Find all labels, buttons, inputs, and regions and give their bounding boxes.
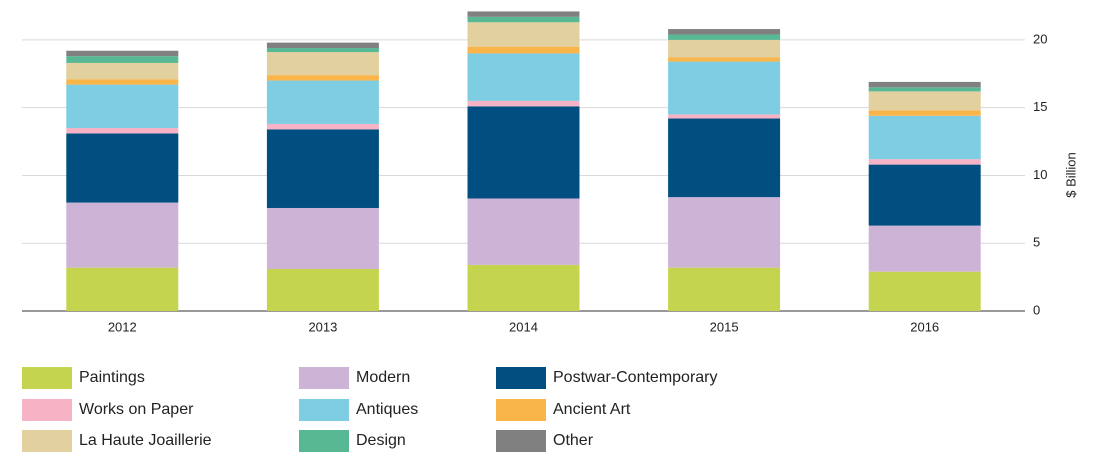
bar-segment	[266, 52, 379, 76]
bar-segment	[467, 16, 580, 23]
bar-segment	[467, 46, 580, 54]
bar-segment	[668, 39, 781, 58]
bar-segment	[868, 81, 981, 88]
bar-segment	[868, 164, 981, 226]
y-tick-label: 0	[1033, 302, 1040, 317]
legend-swatch	[496, 367, 546, 389]
legend-label: La Haute Joaillerie	[79, 432, 212, 449]
bar-segment	[66, 56, 179, 63]
bar-segment	[467, 22, 580, 47]
bar-segment	[868, 159, 981, 165]
bar-segment	[66, 128, 179, 134]
legend-swatch	[299, 367, 349, 389]
x-tick-label: 2016	[910, 319, 939, 334]
legend-label: Design	[356, 432, 406, 449]
bar-segment	[868, 110, 981, 116]
x-tick-label: 2012	[108, 319, 137, 334]
legend-swatch	[299, 430, 349, 452]
bar-segment	[467, 106, 580, 199]
legend-swatch	[496, 399, 546, 421]
y-tick-label: 5	[1033, 235, 1040, 250]
legend-label: Antiques	[356, 401, 418, 418]
bar-segment	[66, 267, 179, 311]
bar-segment	[467, 198, 580, 265]
y-axis-label: $ Billion	[1063, 152, 1078, 198]
legend-label: Works on Paper	[79, 401, 194, 418]
legend-label: Ancient Art	[553, 401, 631, 418]
bar-segment	[668, 57, 781, 62]
legend-swatch	[496, 430, 546, 452]
bar-segment	[467, 11, 580, 17]
bar-segment	[66, 84, 179, 128]
y-tick-label: 15	[1033, 99, 1047, 114]
bar-segment	[868, 87, 981, 92]
bar-segment	[66, 62, 179, 80]
bar-segment	[467, 100, 580, 107]
y-tick-label: 10	[1033, 167, 1047, 182]
bar-segment	[868, 91, 981, 111]
bar-segment	[266, 42, 379, 49]
bar-segment	[668, 34, 781, 40]
bar-segment	[668, 118, 781, 198]
bar-segment	[868, 115, 981, 160]
bar-segment	[66, 79, 179, 85]
bar-segment	[668, 29, 781, 35]
bar-segment	[266, 123, 379, 130]
bar-segment	[266, 48, 379, 53]
bar-segment	[266, 80, 379, 124]
x-tick-label: 2013	[308, 319, 337, 334]
bar-segment	[668, 267, 781, 311]
legend-swatch	[22, 399, 72, 421]
legend-swatch	[22, 367, 72, 389]
bar-segment	[266, 268, 379, 311]
bar-segment	[668, 114, 781, 119]
bar-segment	[66, 50, 179, 57]
bar-segment	[266, 207, 379, 269]
bar-segment	[266, 129, 379, 208]
legend-label: Paintings	[79, 369, 145, 386]
bar-segment	[66, 202, 179, 268]
legend-swatch	[22, 430, 72, 452]
bar-segment	[467, 264, 580, 311]
bar-segment	[668, 197, 781, 268]
bar-segment	[868, 271, 981, 311]
x-tick-label: 2014	[509, 319, 538, 334]
bar-segment	[467, 53, 580, 101]
legend-label: Modern	[356, 369, 410, 386]
bar-segment	[668, 61, 781, 115]
bar-segment	[868, 225, 981, 272]
legend-label: Other	[553, 432, 594, 449]
y-tick-label: 20	[1033, 31, 1047, 46]
legend-swatch	[299, 399, 349, 421]
legend-label: Postwar-Contemporary	[553, 369, 718, 386]
bar-segment	[66, 133, 179, 203]
x-tick-label: 2015	[710, 319, 739, 334]
bar-segment	[266, 75, 379, 81]
